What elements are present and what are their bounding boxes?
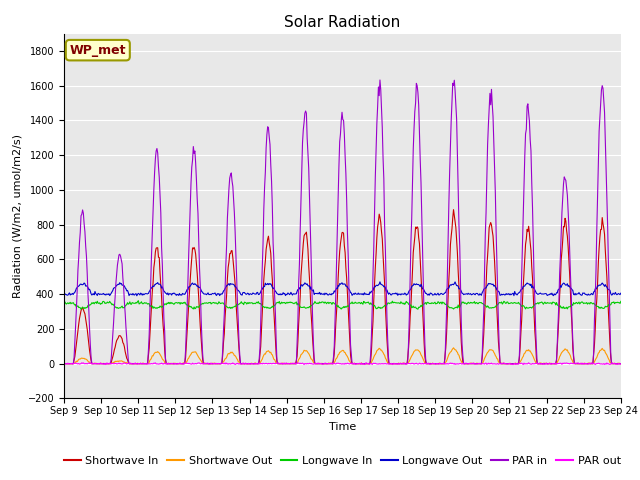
Title: Solar Radiation: Solar Radiation bbox=[284, 15, 401, 30]
Longwave Out bbox=[412, 282, 419, 288]
PAR in bbox=[70, 355, 78, 361]
PAR out bbox=[412, 360, 419, 366]
PAR in bbox=[411, 108, 419, 114]
PAR out bbox=[60, 360, 68, 366]
Longwave Out bbox=[376, 279, 384, 285]
Longwave Out bbox=[617, 290, 625, 296]
Longwave In bbox=[412, 304, 419, 310]
PAR out bbox=[428, 361, 436, 367]
Shortwave Out bbox=[214, 361, 221, 367]
PAR in bbox=[184, 278, 192, 284]
Line: Shortwave Out: Shortwave Out bbox=[64, 348, 621, 364]
PAR in bbox=[127, 361, 135, 367]
X-axis label: Time: Time bbox=[329, 421, 356, 432]
Shortwave Out bbox=[410, 348, 418, 354]
Longwave In bbox=[186, 303, 193, 309]
PAR out bbox=[129, 361, 137, 367]
Line: Longwave In: Longwave In bbox=[64, 300, 621, 309]
Shortwave In bbox=[426, 361, 434, 367]
Shortwave In bbox=[214, 361, 221, 367]
Longwave In bbox=[215, 299, 223, 305]
Text: WP_met: WP_met bbox=[70, 44, 126, 57]
Shortwave Out bbox=[60, 361, 68, 367]
PAR out bbox=[86, 360, 94, 366]
Shortwave In bbox=[127, 361, 135, 367]
PAR in bbox=[376, 77, 384, 83]
Longwave In bbox=[70, 301, 78, 307]
Shortwave In bbox=[450, 207, 458, 213]
Longwave In bbox=[128, 300, 136, 305]
PAR out bbox=[617, 361, 625, 367]
Shortwave In bbox=[184, 315, 192, 321]
Shortwave Out bbox=[426, 360, 434, 366]
Longwave Out bbox=[185, 284, 193, 290]
Shortwave In bbox=[60, 361, 68, 367]
Y-axis label: Radiation (W/m2, umol/m2/s): Radiation (W/m2, umol/m2/s) bbox=[12, 134, 22, 298]
Shortwave Out bbox=[127, 361, 135, 367]
Shortwave In bbox=[70, 357, 78, 363]
Shortwave Out bbox=[184, 356, 192, 362]
Shortwave Out bbox=[450, 345, 458, 351]
Line: PAR in: PAR in bbox=[64, 80, 621, 364]
Line: PAR out: PAR out bbox=[64, 363, 621, 364]
PAR out bbox=[102, 361, 109, 367]
Line: Shortwave In: Shortwave In bbox=[64, 210, 621, 364]
Longwave Out bbox=[127, 291, 135, 297]
Legend: Shortwave In, Shortwave Out, Longwave In, Longwave Out, PAR in, PAR out: Shortwave In, Shortwave Out, Longwave In… bbox=[60, 451, 625, 470]
Shortwave Out bbox=[70, 360, 78, 366]
PAR out bbox=[70, 360, 78, 366]
Longwave In bbox=[617, 299, 625, 304]
Line: Longwave Out: Longwave Out bbox=[64, 282, 621, 296]
PAR in bbox=[428, 361, 435, 367]
PAR in bbox=[60, 361, 68, 367]
Longwave In bbox=[77, 306, 85, 312]
Longwave In bbox=[428, 300, 436, 306]
PAR out bbox=[186, 360, 193, 366]
Longwave Out bbox=[60, 290, 68, 296]
Shortwave Out bbox=[617, 361, 625, 367]
Shortwave In bbox=[617, 361, 625, 367]
PAR in bbox=[617, 361, 625, 367]
Longwave In bbox=[60, 300, 68, 305]
Longwave Out bbox=[214, 291, 222, 297]
Longwave In bbox=[134, 298, 142, 303]
Longwave Out bbox=[428, 291, 436, 297]
PAR in bbox=[214, 361, 221, 367]
Longwave Out bbox=[133, 293, 141, 299]
Longwave Out bbox=[70, 290, 78, 296]
Shortwave In bbox=[410, 242, 418, 248]
PAR out bbox=[215, 361, 223, 367]
